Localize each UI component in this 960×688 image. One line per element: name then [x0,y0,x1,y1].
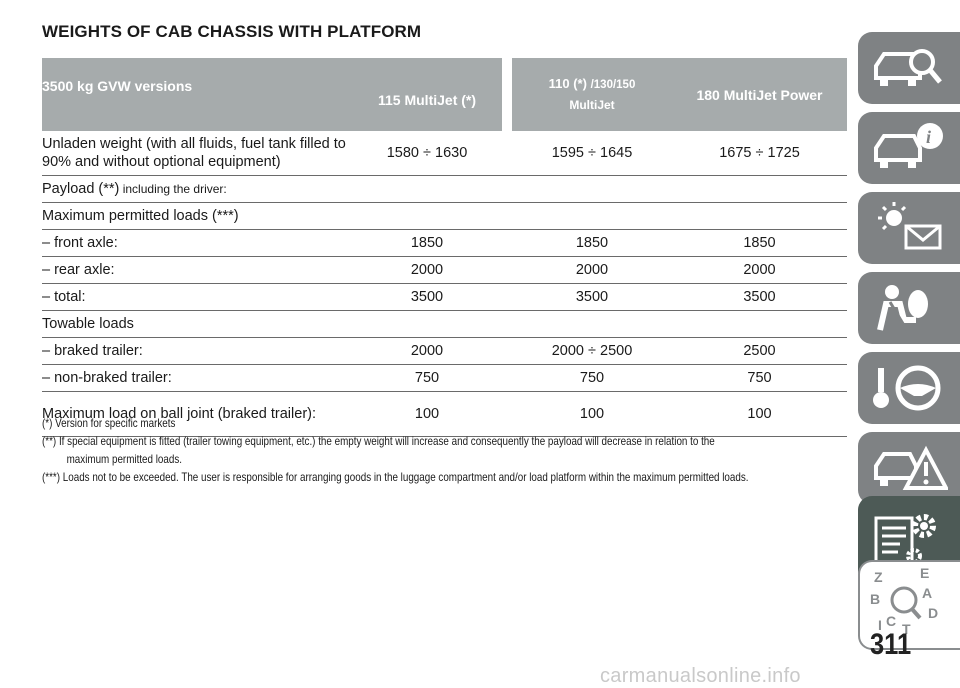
row-label: Payload (**) including the driver: [42,175,847,203]
table-row: Unladen weight (with all fluids, fuel ta… [42,131,847,176]
table-row: – non-braked trailer: 750 750 750 [42,364,847,392]
row-label: Unladen weight (with all fluids, fuel ta… [42,131,352,176]
cell-value: 100 [352,391,502,437]
row-label: – total: [42,283,352,311]
svg-text:E: E [920,566,929,581]
table-row: Maximum permitted loads (***) [42,202,847,230]
cell-value: 1850 [672,229,847,257]
svg-text:C: C [886,613,896,629]
table-row: – rear axle: 2000 2000 2000 [42,256,847,284]
header-gap [502,58,512,131]
footnotes: (*) Version for specific markets (**) If… [42,414,847,486]
row-label: Maximum permitted loads (***) [42,202,847,230]
car-warning-triangle-icon [874,445,948,490]
watermark: carmanualsonline.info [600,665,801,687]
car-search-icon [874,49,942,86]
header-115-multijet: 115 MultiJet (*) [352,58,502,131]
steering-key-icon [873,365,941,411]
header-110-130-150-multijet: 110 (*) /130/150 MultiJet [512,58,672,131]
row-label: Towable loads [42,310,847,338]
cell-value: 2000 [512,256,672,284]
footnote-2-cont: maximum permitted loads. [66,452,182,466]
cell-value: 1850 [512,229,672,257]
tab-steering-key[interactable] [858,352,960,424]
table-row: – braked trailer: 2000 2000 ÷ 2500 2500 [42,337,847,365]
header-versions: 3500 kg GVW versions [42,58,352,131]
row-label: – front axle: [42,229,352,257]
page-title: WEIGHTS OF CAB CHASSIS WITH PLATFORM [42,22,422,41]
svg-text:T: T [902,621,911,637]
cell-value: 3500 [672,283,847,311]
row-label: Maximum load on ball joint (braked trail… [42,391,352,437]
weights-table: 3500 kg GVW versions 115 MultiJet (*) 11… [42,58,847,437]
row-label: – braked trailer: [42,337,352,365]
table-row: Towable loads [42,310,847,338]
cell-value: 2000 [672,256,847,284]
table-row: Maximum load on ball joint (braked trail… [42,391,847,437]
table-row: – front axle: 1850 1850 1850 [42,229,847,257]
svg-text:B: B [870,591,880,607]
row-label: – non-braked trailer: [42,364,352,392]
cell-value: 1595 ÷ 1645 [512,131,672,176]
cell-value: 1850 [352,229,502,257]
airbag-safety-icon [877,285,928,333]
cell-value: 1580 ÷ 1630 [352,131,502,176]
row-label: – rear axle: [42,256,352,284]
cell-value: 1675 ÷ 1725 [672,131,847,176]
alphabet-index-icon: Z E B A C D T I [870,566,938,637]
cell-value: 2500 [672,337,847,365]
cell-value: 3500 [352,283,502,311]
svg-text:I: I [878,617,882,633]
footnote-2: (**) If special equipment is fitted (tra… [42,434,715,448]
tab-warning-lights[interactable] [858,192,960,264]
table-header-row: 3500 kg GVW versions 115 MultiJet (*) 11… [42,58,847,131]
footnote-3: (***) Loads not to be exceeded. The user… [42,470,749,484]
cell-value: 100 [672,391,847,437]
cell-value: 2000 [352,337,502,365]
svg-text:Z: Z [874,569,883,585]
table-row: – total: 3500 3500 3500 [42,283,847,311]
table-row: Payload (**) including the driver: [42,175,847,203]
svg-text:i: i [926,127,931,147]
svg-text:D: D [928,605,938,621]
cell-value: 2000 [352,256,502,284]
tab-car-warning-triangle[interactable] [858,432,960,504]
page-number: 311 [870,628,912,661]
cell-value: 750 [512,364,672,392]
tab-alphabet-index[interactable]: Z E B A C D T I [858,560,960,650]
tab-airbag-safety[interactable] [858,272,960,344]
header-180-multijet-power: 180 MultiJet Power [672,58,847,131]
tab-car-search[interactable] [858,32,960,104]
cell-value: 100 [512,391,672,437]
cell-value: 3500 [512,283,672,311]
footnote-1: (*) Version for specific markets [42,416,176,430]
svg-text:A: A [922,585,932,601]
warning-lights-icon [878,202,942,250]
cell-value: 2000 ÷ 2500 [512,337,672,365]
cell-value: 750 [672,364,847,392]
cell-value: 750 [352,364,502,392]
car-info-icon: i [874,123,943,168]
tab-car-info[interactable]: i [858,112,960,184]
